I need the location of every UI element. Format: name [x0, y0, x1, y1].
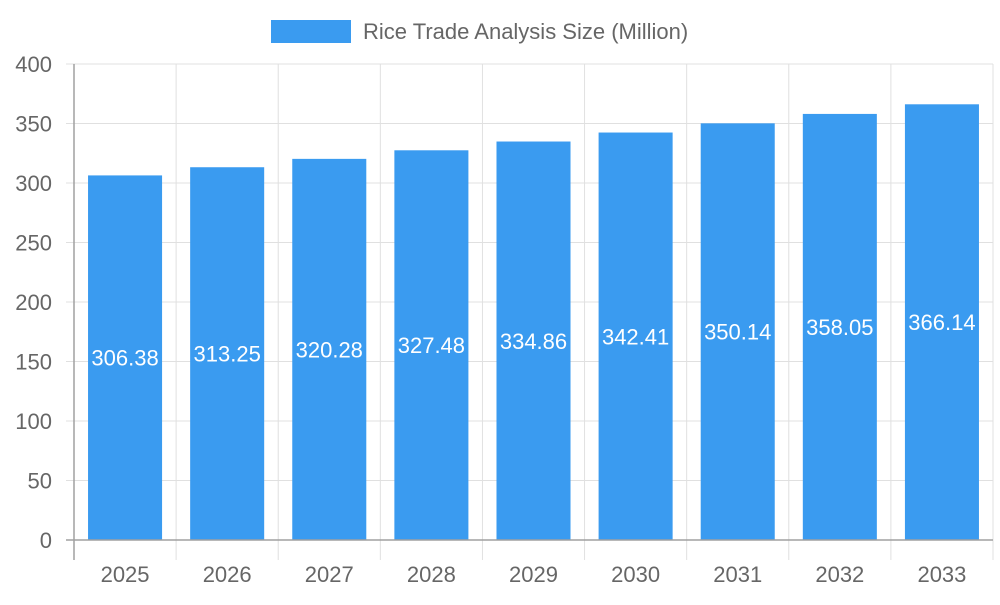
- y-tick-label: 0: [40, 528, 52, 553]
- data-label: 327.48: [398, 333, 465, 358]
- data-label: 313.25: [194, 342, 261, 367]
- y-tick-label: 300: [15, 171, 52, 196]
- y-tick-label: 150: [15, 350, 52, 375]
- axes: 0 50 100 150 200 250 300 350 400 2025 2026 2027 2028…: [15, 52, 993, 587]
- y-tick-label: 200: [15, 290, 52, 315]
- y-tick-label: 250: [15, 231, 52, 256]
- x-tick-label: 2027: [305, 562, 354, 587]
- y-tick-label: 350: [15, 112, 52, 137]
- bar-2032: [802, 113, 877, 540]
- x-tick-label: 2031: [713, 562, 762, 587]
- x-tick-label: 2032: [815, 562, 864, 587]
- y-tick-label: 400: [15, 52, 52, 77]
- legend[interactable]: Rice Trade Analysis Size (Million): [271, 19, 688, 44]
- x-tick-label: 2025: [101, 562, 150, 587]
- x-tick-label: 2033: [917, 562, 966, 587]
- labels: 306.38 313.25 320.28 327.48 334.86 342.41 350.…: [91, 310, 975, 371]
- x-tick-label: 2028: [407, 562, 456, 587]
- data-label: 334.86: [500, 329, 567, 354]
- data-label: 342.41: [602, 324, 669, 349]
- x-tick-label: 2030: [611, 562, 660, 587]
- bar-2025: [88, 175, 163, 540]
- data-label: 358.05: [806, 315, 873, 340]
- bar-2026: [190, 167, 265, 541]
- data-label: 366.14: [908, 310, 975, 335]
- bars: [88, 104, 979, 541]
- legend-swatch: [271, 20, 351, 43]
- y-tick-label: 50: [28, 469, 52, 494]
- bar-2027: [292, 158, 367, 540]
- x-tick-label: 2026: [203, 562, 252, 587]
- legend-label: Rice Trade Analysis Size (Million): [363, 19, 688, 44]
- x-tick-label: 2029: [509, 562, 558, 587]
- bar-2033: [904, 104, 979, 541]
- y-tick-label: 100: [15, 409, 52, 434]
- bar-2030: [598, 132, 673, 540]
- bar-2028: [394, 150, 469, 540]
- bar-2031: [700, 123, 775, 540]
- data-label: 320.28: [296, 337, 363, 362]
- data-label: 350.14: [704, 320, 771, 345]
- data-label: 306.38: [91, 346, 158, 371]
- bar-2029: [496, 141, 571, 540]
